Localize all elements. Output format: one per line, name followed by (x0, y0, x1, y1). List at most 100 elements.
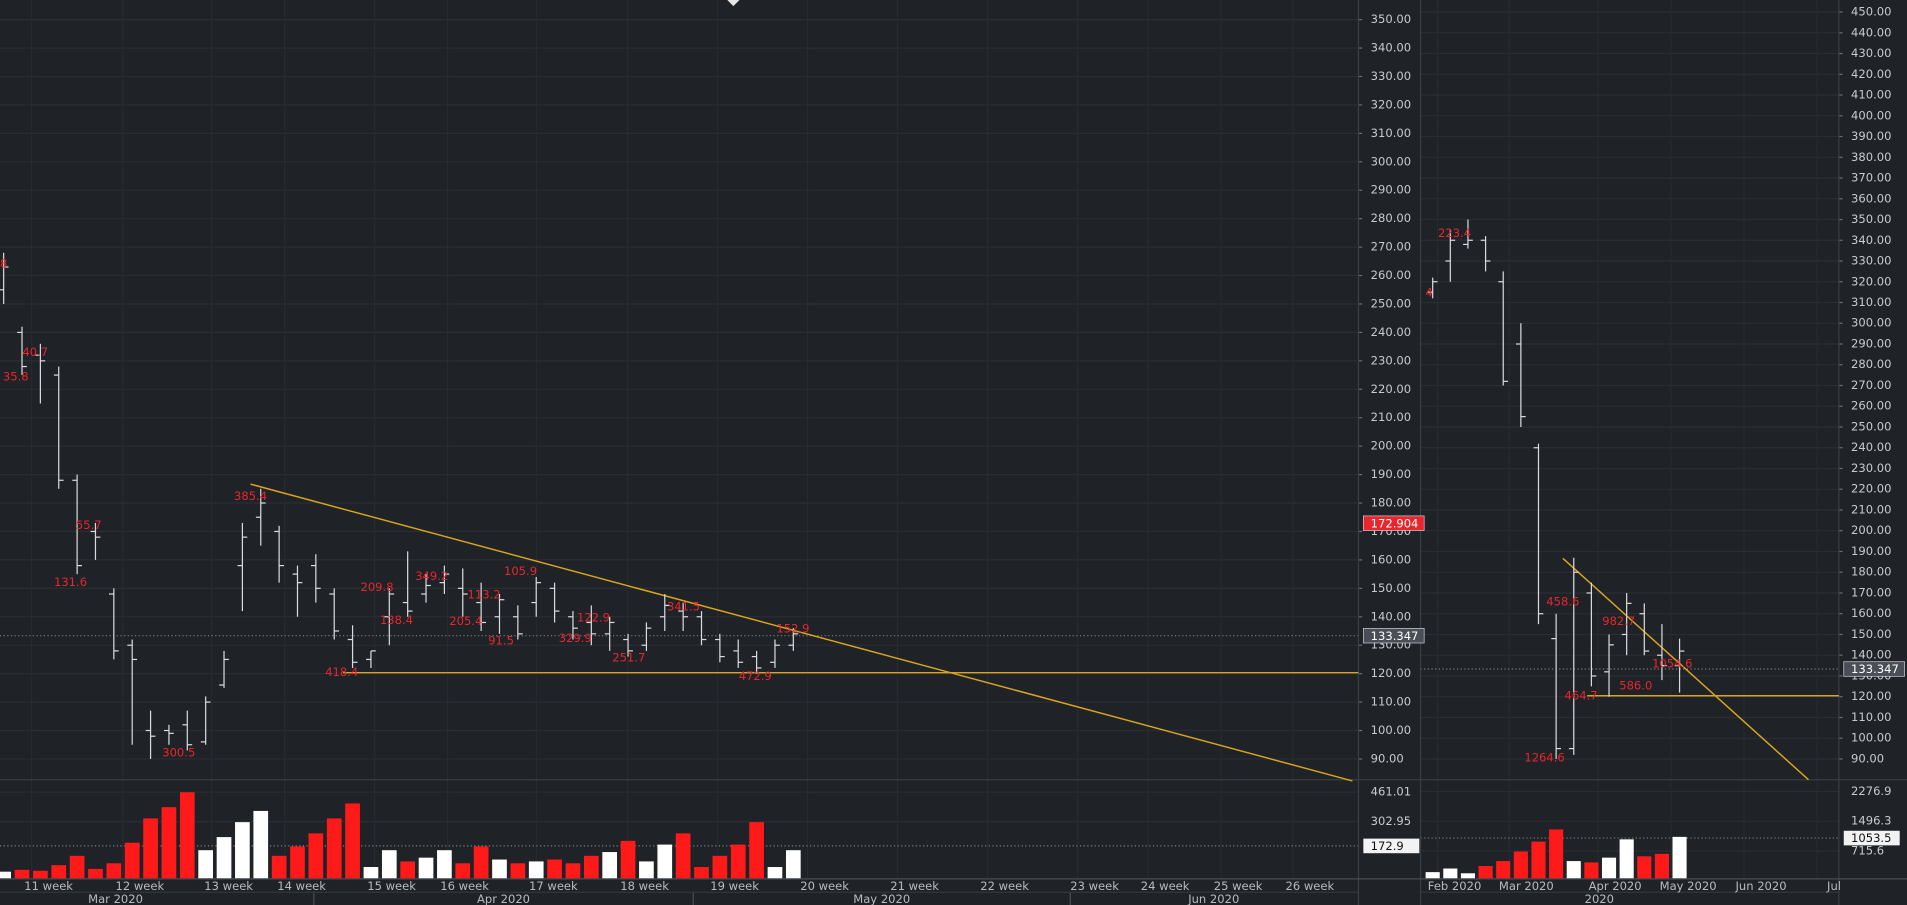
y-tick-label: 420.00 (1851, 67, 1891, 81)
y-tick-label: 260.00 (1851, 399, 1891, 413)
volume-bar (253, 810, 269, 879)
time-label: Apr 2020 (1589, 879, 1642, 893)
y-tick-label: 140.00 (1851, 648, 1891, 662)
pivot-label: 105.9 (504, 564, 537, 578)
y-tick-label: 310.00 (1371, 126, 1411, 140)
volume-tick-label: 461.01 (1371, 785, 1411, 799)
y-tick-label: 150.00 (1851, 627, 1891, 641)
y-tick-label: 340.00 (1371, 41, 1411, 55)
time-label: 23 week (1070, 879, 1119, 893)
y-tick-label: 110.00 (1371, 695, 1411, 709)
volume-bar (1425, 872, 1440, 879)
pivot-label: 300.5 (162, 745, 195, 759)
volume-bar (69, 855, 85, 879)
time-label: Jul (1826, 879, 1841, 893)
pivot-label: 1054.6 (1652, 657, 1692, 671)
y-tick-label: 360.00 (1851, 191, 1891, 205)
y-tick-label: 340.00 (1851, 233, 1891, 247)
pivot-label: 152.9 (776, 621, 809, 635)
scroll-indicator[interactable] (727, 0, 740, 7)
volume-bar (1443, 868, 1458, 879)
time-label: 21 week (890, 879, 939, 893)
pivot-label: 113.2 (468, 587, 501, 601)
volume-tick-label: 2276.9 (1851, 784, 1891, 798)
y-tick-label: 140.00 (1371, 609, 1411, 623)
volume-bar (143, 818, 158, 879)
time-label: 15 week (367, 879, 416, 893)
y-tick-label: 450.00 (1851, 5, 1891, 19)
volume-bar (345, 803, 360, 879)
y-tick-label: 90.00 (1851, 751, 1884, 765)
y-tick-label: 250.00 (1371, 296, 1411, 310)
volume-bar (418, 857, 434, 879)
y-tick-label: 150.00 (1371, 581, 1411, 595)
pivot-label: 329.9 (559, 631, 592, 645)
grid (0, 11, 1843, 905)
y-tick-label: 160.00 (1371, 552, 1411, 566)
price-marker-label: 133.347 (1371, 629, 1419, 643)
volume-bar (730, 844, 746, 879)
period-label: Mar 2020 (88, 892, 143, 905)
pivot-label: 91.5 (488, 634, 514, 648)
y-tick-label: 220.00 (1851, 482, 1891, 496)
price-marker (1362, 628, 1425, 644)
volume-bar (1619, 839, 1634, 879)
volume-bar (161, 807, 177, 879)
time-label: 13 week (204, 879, 253, 893)
pivot-label: 349.2 (415, 569, 448, 583)
volume-bar (1460, 873, 1476, 879)
volume-bar (455, 863, 471, 879)
time-label: 25 week (1214, 879, 1263, 893)
y-tick-label: 230.00 (1371, 353, 1411, 367)
y-tick-label: 190.00 (1371, 467, 1411, 481)
y-tick-label: 220.00 (1371, 382, 1411, 396)
time-label: Mar 2020 (1499, 879, 1554, 893)
y-tick-label: 100.00 (1851, 731, 1891, 745)
volume-marker-label: 172.9 (1371, 839, 1404, 853)
volume-bar (1496, 861, 1511, 879)
volume-bar (1601, 857, 1617, 879)
y-tick-label: 330.00 (1371, 69, 1411, 83)
y-tick-label: 120.00 (1851, 689, 1891, 703)
pivot-label: 131.6 (54, 575, 87, 589)
pivot-label: 982.7 (1602, 614, 1635, 628)
y-tick-label: 240.00 (1371, 325, 1411, 339)
volume-tick-label: 302.95 (1371, 814, 1411, 828)
y-tick-label: 400.00 (1851, 108, 1891, 122)
volume-bar (51, 865, 67, 879)
time-label: May 2020 (1660, 879, 1717, 893)
pivot-label: 122.9 (577, 610, 610, 624)
volume-bar (583, 855, 599, 879)
volume-bar (1531, 841, 1546, 879)
y-tick-label: 320.00 (1371, 97, 1411, 111)
volume-bar (308, 833, 324, 879)
y-tick-label: 120.00 (1371, 666, 1411, 680)
volume-bar (694, 867, 709, 879)
y-tick-label: 180.00 (1851, 565, 1891, 579)
y-tick-label: 280.00 (1371, 211, 1411, 225)
volume-bar (106, 863, 122, 879)
y-tick-label: 110.00 (1851, 710, 1891, 724)
volume-bar (1478, 866, 1493, 879)
time-label: 17 week (529, 879, 578, 893)
volume-bar (400, 861, 416, 879)
pivot-label: 4 (1425, 286, 1432, 300)
y-tick-label: 290.00 (1851, 337, 1891, 351)
y-tick-label: 300.00 (1851, 316, 1891, 330)
y-tick-label: 210.00 (1851, 502, 1891, 516)
time-label: 12 week (116, 879, 165, 893)
volume-bar (1672, 836, 1687, 879)
y-tick-label: 390.00 (1851, 129, 1891, 143)
volume-bar (437, 850, 452, 879)
trendline (1562, 557, 1809, 781)
volume-bar (675, 833, 691, 879)
volume-marker-label: 1053.5 (1851, 831, 1891, 845)
volume-bar (235, 822, 250, 879)
time-label: 14 week (277, 879, 326, 893)
volume-bar (381, 850, 397, 879)
volume-tick-label: 715.6 (1851, 843, 1884, 857)
y-tick-label: 190.00 (1851, 544, 1891, 558)
volume-bar (33, 870, 48, 879)
y-tick-label: 170.00 (1851, 585, 1891, 599)
